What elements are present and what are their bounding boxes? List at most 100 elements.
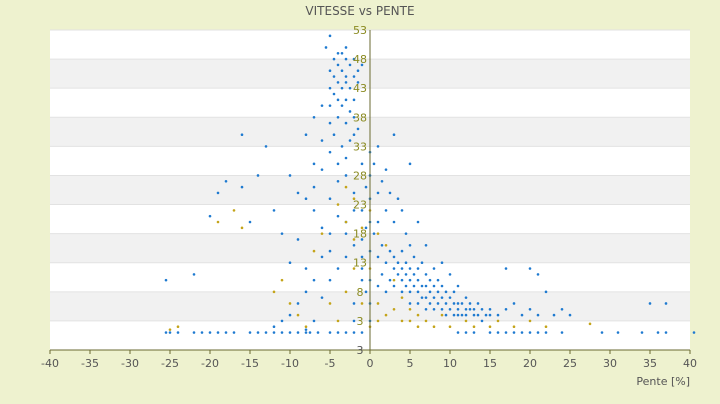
data-point-blue xyxy=(280,232,284,235)
data-point-blue xyxy=(248,220,252,224)
data-point-blue xyxy=(224,331,228,334)
data-point-blue xyxy=(408,302,412,305)
data-point-blue xyxy=(664,331,668,334)
data-point-blue xyxy=(344,57,348,61)
data-point-blue xyxy=(448,296,452,299)
data-point-blue xyxy=(352,191,356,195)
x-tick-label: 15 xyxy=(483,357,497,370)
data-point-blue xyxy=(600,331,604,334)
data-point-blue xyxy=(448,307,452,311)
y-tick-label-bottom: 3 xyxy=(357,344,364,357)
data-point-blue xyxy=(424,296,428,299)
x-tick-label: 35 xyxy=(643,357,657,370)
data-point-blue xyxy=(304,328,308,331)
data-point-yellow xyxy=(216,220,220,224)
data-point-blue xyxy=(424,243,428,247)
data-point-blue xyxy=(248,331,252,334)
data-point-blue xyxy=(352,115,356,119)
data-point-blue xyxy=(304,331,308,334)
y-tick-label: 8 xyxy=(357,286,364,299)
data-point-blue xyxy=(400,267,404,270)
data-point-blue xyxy=(372,162,376,166)
data-point-blue xyxy=(312,319,316,323)
data-point-blue xyxy=(320,226,324,230)
data-point-blue xyxy=(348,63,352,67)
data-point-blue xyxy=(480,307,484,311)
data-point-blue xyxy=(360,278,364,282)
data-point-blue xyxy=(396,261,400,265)
y-tick-label: 43 xyxy=(353,82,367,95)
data-point-blue xyxy=(376,255,380,259)
data-point-blue xyxy=(452,313,456,317)
data-point-blue xyxy=(256,331,260,334)
data-point-blue xyxy=(428,278,432,282)
data-point-blue xyxy=(352,57,356,61)
data-point-blue xyxy=(168,331,172,334)
data-point-blue xyxy=(216,331,220,334)
data-point-blue xyxy=(372,232,376,235)
data-point-blue xyxy=(296,238,300,241)
data-point-blue xyxy=(304,133,308,137)
data-point-blue xyxy=(456,284,460,288)
data-point-blue xyxy=(432,267,436,270)
data-point-blue xyxy=(352,133,356,137)
data-point-blue xyxy=(376,191,380,195)
data-point-yellow xyxy=(344,290,348,294)
data-point-blue xyxy=(656,331,660,334)
data-point-blue xyxy=(388,278,392,282)
data-point-blue xyxy=(420,261,424,265)
y-tick-label: 53 xyxy=(353,24,367,37)
data-point-blue xyxy=(408,290,412,294)
plot-area: -40 -35 -30 -25 -20 -15 -10 -5 0 5 10 15 20 25 30 35 40 5… xyxy=(41,24,697,370)
data-point-blue xyxy=(560,307,564,311)
x-tick-label: -35 xyxy=(81,357,99,370)
data-point-blue xyxy=(416,267,420,270)
data-point-blue xyxy=(388,191,392,195)
data-point-blue xyxy=(364,185,368,189)
data-point-blue xyxy=(356,127,360,131)
data-point-blue xyxy=(360,238,364,241)
data-point-blue xyxy=(360,162,364,166)
y-tick-label: 48 xyxy=(353,53,367,66)
data-point-blue xyxy=(512,302,516,305)
data-point-blue xyxy=(408,278,412,282)
data-point-yellow xyxy=(312,249,316,253)
y-tick-label: 18 xyxy=(353,228,367,241)
data-point-blue xyxy=(272,209,276,212)
data-point-blue xyxy=(456,313,460,317)
data-point-blue xyxy=(444,302,448,305)
data-point-blue xyxy=(376,145,380,148)
data-point-blue xyxy=(344,98,348,102)
data-point-blue xyxy=(164,278,168,282)
data-point-blue xyxy=(312,185,316,189)
data-point-blue xyxy=(384,290,388,294)
x-tick-label: -40 xyxy=(41,357,59,370)
data-point-blue xyxy=(440,284,444,288)
data-point-blue xyxy=(304,197,308,201)
data-point-blue xyxy=(528,267,532,270)
x-tick-label: 10 xyxy=(443,357,457,370)
data-point-blue xyxy=(352,75,356,78)
x-tick-label: -5 xyxy=(325,357,336,370)
data-point-blue xyxy=(420,296,424,299)
data-point-blue xyxy=(400,209,404,212)
data-point-blue xyxy=(352,209,356,212)
data-point-blue xyxy=(408,267,412,270)
data-point-blue xyxy=(340,86,344,90)
data-point-blue xyxy=(308,331,312,334)
data-point-blue xyxy=(536,331,540,334)
data-point-blue xyxy=(264,145,268,148)
data-point-blue xyxy=(464,296,468,299)
data-point-blue xyxy=(340,69,344,73)
x-axis-label: Pente [%] xyxy=(636,375,690,388)
data-point-blue xyxy=(344,331,348,334)
data-point-blue xyxy=(176,331,180,334)
data-point-blue xyxy=(224,179,228,183)
data-point-blue xyxy=(416,290,420,294)
data-point-blue xyxy=(444,313,448,317)
data-point-blue xyxy=(316,331,320,334)
data-point-blue xyxy=(480,319,484,323)
data-point-blue xyxy=(348,86,352,90)
data-point-blue xyxy=(520,331,524,334)
data-point-blue xyxy=(468,302,472,305)
